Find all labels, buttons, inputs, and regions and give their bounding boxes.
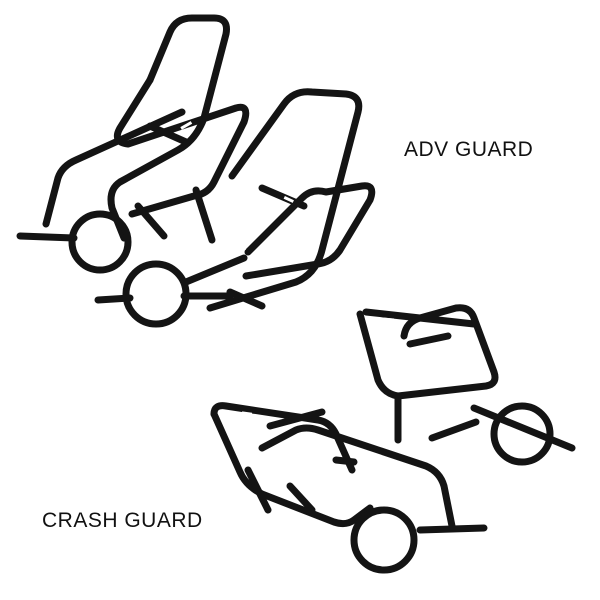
crash-guard-left-frame — [210, 402, 488, 574]
crash-guard-right-frame — [356, 304, 576, 466]
adv-guard-left-frame — [16, 14, 250, 274]
brand-mark-icons — [180, 121, 395, 416]
crash-guard-label: CRASH GUARD — [42, 509, 203, 532]
adv-guard-label: ADV GUARD — [404, 138, 534, 161]
adv-guard-right-frame — [94, 88, 376, 328]
